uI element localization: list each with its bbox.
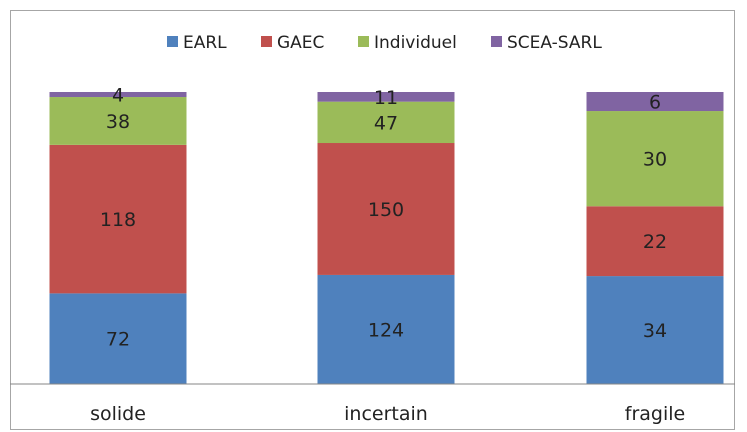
bar-solide-scea-sarl [49, 92, 187, 98]
bar-solide-individuel [49, 97, 187, 145]
category-label-solide: solide [90, 403, 146, 425]
data-label-incertain-individuel: 47 [374, 112, 398, 134]
bar-fragile-gaec [586, 206, 724, 277]
legend-swatch-scea-sarl [491, 36, 502, 47]
legend-swatch-earl [167, 36, 178, 47]
data-label-solide-gaec: 118 [100, 209, 136, 231]
legend-label-gaec: GAEC [277, 33, 324, 53]
data-label-incertain-earl: 124 [368, 319, 404, 341]
legend-swatch-gaec [261, 36, 272, 47]
data-label-solide-individuel: 38 [106, 111, 130, 133]
bar-fragile-scea-sarl [586, 92, 724, 112]
data-label-fragile-scea-sarl: 6 [649, 92, 661, 114]
category-label-fragile: fragile [625, 403, 685, 425]
bar-incertain-scea-sarl [317, 92, 455, 102]
legend-label-scea-sarl: SCEA-SARL [507, 33, 602, 53]
data-label-fragile-earl: 34 [643, 320, 667, 342]
category-labels: solide incertain fragile [90, 403, 685, 425]
data-label-incertain-gaec: 150 [368, 199, 404, 221]
bar-incertain-earl [317, 274, 455, 384]
data-label-incertain-scea-sarl: 11 [374, 87, 398, 109]
legend-label-individuel: Individuel [374, 33, 457, 53]
bar-fragile-earl [586, 276, 724, 384]
data-label-fragile-gaec: 22 [643, 231, 667, 253]
bars: 72 118 38 4 124 150 47 11 34 22 30 6 [49, 85, 724, 384]
legend: EARL GAEC Individuel SCEA-SARL [167, 33, 602, 53]
data-label-solide-earl: 72 [106, 329, 130, 351]
bar-solide-gaec [49, 144, 187, 294]
bar-solide-earl [49, 293, 187, 384]
legend-swatch-individuel [358, 36, 369, 47]
bar-incertain-individuel [317, 101, 455, 144]
data-label-solide-scea-sarl: 4 [112, 85, 124, 107]
data-label-fragile-individuel: 30 [643, 149, 667, 171]
category-label-incertain: incertain [344, 403, 428, 425]
legend-label-earl: EARL [183, 33, 227, 53]
bar-incertain-gaec [317, 143, 455, 275]
bar-fragile-individuel [586, 111, 724, 207]
